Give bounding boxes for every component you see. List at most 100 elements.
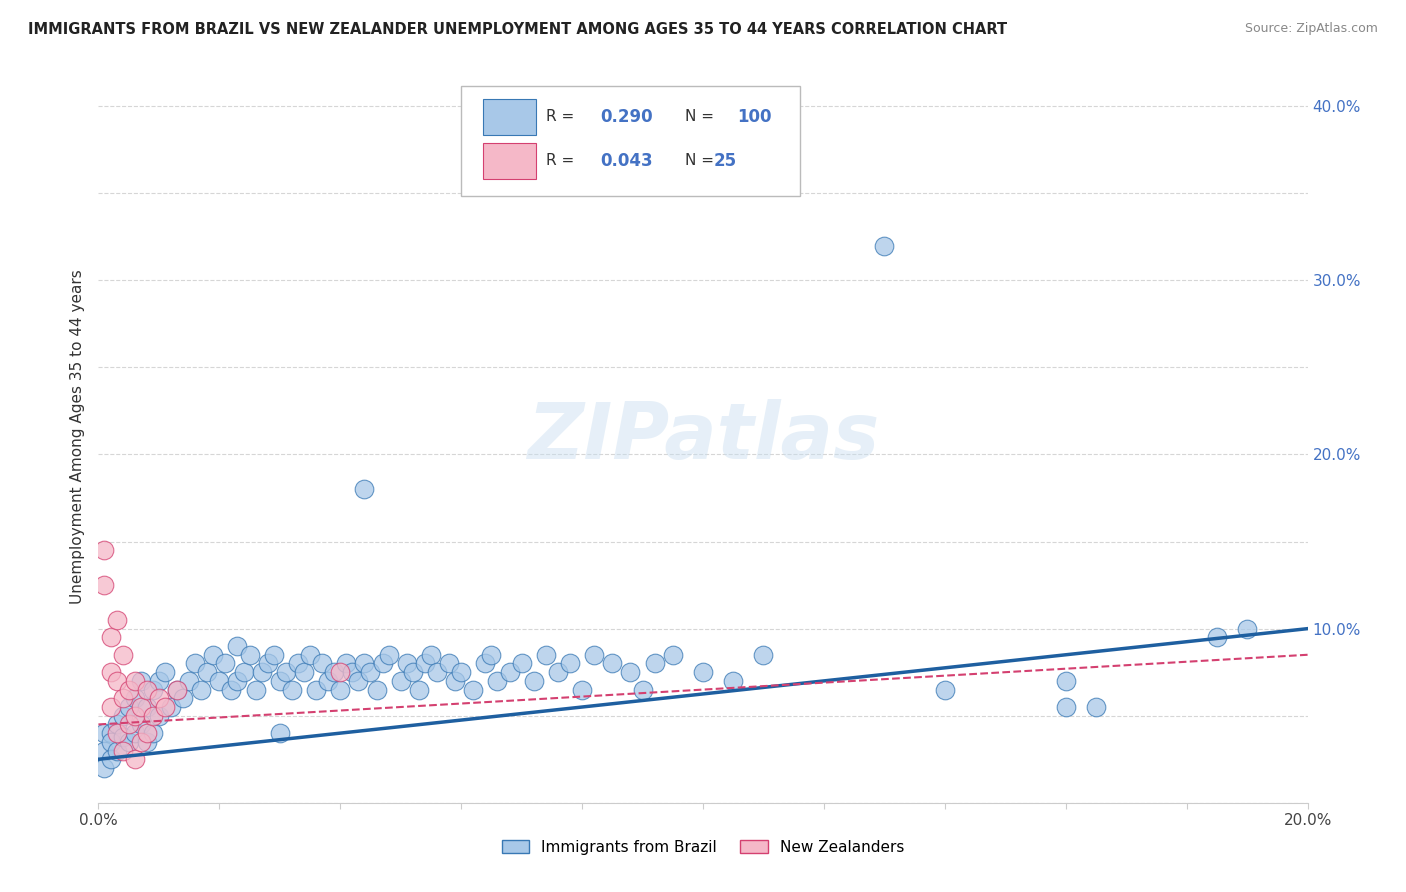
Point xyxy=(292,665,315,680)
Point xyxy=(934,682,956,697)
Point xyxy=(142,726,165,740)
Point xyxy=(1054,700,1077,714)
Point xyxy=(148,708,170,723)
Text: R =: R = xyxy=(546,153,579,168)
Y-axis label: Unemployment Among Ages 35 to 44 years: Unemployment Among Ages 35 to 44 years xyxy=(69,269,84,605)
Point xyxy=(602,657,624,671)
Text: IMMIGRANTS FROM BRAZIL VS NEW ZEALANDER UNEMPLOYMENT AMONG AGES 35 TO 44 YEARS C: IMMIGRANTS FROM BRAZIL VS NEW ZEALANDER … xyxy=(28,22,1007,37)
Point xyxy=(1054,673,1077,688)
Point xyxy=(316,673,339,688)
Point xyxy=(232,665,254,680)
Point xyxy=(498,665,520,680)
Point xyxy=(148,691,170,706)
Legend: Immigrants from Brazil, New Zealanders: Immigrants from Brazil, New Zealanders xyxy=(496,834,910,861)
Point xyxy=(124,691,146,706)
Point xyxy=(583,648,606,662)
Point xyxy=(287,657,309,671)
Point xyxy=(377,648,399,662)
Point xyxy=(644,657,666,671)
Text: 100: 100 xyxy=(737,108,772,126)
Point xyxy=(1085,700,1108,714)
Point xyxy=(281,682,304,697)
Point xyxy=(481,648,503,662)
Point xyxy=(631,682,654,697)
Point xyxy=(486,673,509,688)
Point xyxy=(100,726,122,740)
FancyBboxPatch shape xyxy=(482,143,536,179)
FancyBboxPatch shape xyxy=(482,99,536,135)
Point xyxy=(105,717,128,731)
Point xyxy=(148,673,170,688)
Point xyxy=(329,665,352,680)
Point xyxy=(444,673,467,688)
Point xyxy=(752,648,775,662)
Point xyxy=(129,673,152,688)
Point xyxy=(105,726,128,740)
Point xyxy=(135,735,157,749)
Point xyxy=(142,682,165,697)
Point xyxy=(202,648,225,662)
Point xyxy=(437,657,460,671)
Point xyxy=(256,657,278,671)
Point xyxy=(124,752,146,766)
Point xyxy=(100,665,122,680)
Point xyxy=(118,717,141,731)
Point xyxy=(135,726,157,740)
Point xyxy=(118,682,141,697)
Point xyxy=(299,648,322,662)
Point xyxy=(184,657,207,671)
Point xyxy=(311,657,333,671)
Point xyxy=(142,708,165,723)
Point xyxy=(510,657,533,671)
Text: 0.290: 0.290 xyxy=(600,108,652,126)
Point xyxy=(547,665,569,680)
Point xyxy=(100,752,122,766)
Point xyxy=(221,682,243,697)
Point xyxy=(129,735,152,749)
Text: N =: N = xyxy=(685,153,718,168)
Point xyxy=(93,543,115,558)
Point xyxy=(558,657,581,671)
Point xyxy=(274,665,297,680)
Point xyxy=(100,700,122,714)
Point xyxy=(105,673,128,688)
Point xyxy=(195,665,218,680)
FancyBboxPatch shape xyxy=(461,86,800,195)
Text: 0.043: 0.043 xyxy=(600,152,652,169)
Point xyxy=(353,483,375,497)
Point xyxy=(153,700,176,714)
Point xyxy=(93,726,115,740)
Point xyxy=(111,648,134,662)
Point xyxy=(118,735,141,749)
Point xyxy=(371,657,394,671)
Point xyxy=(93,743,115,757)
Point xyxy=(250,665,273,680)
Point xyxy=(263,648,285,662)
Point xyxy=(474,657,496,671)
Point xyxy=(389,673,412,688)
Point xyxy=(523,673,546,688)
Point xyxy=(93,761,115,775)
Point xyxy=(269,726,291,740)
Point xyxy=(366,682,388,697)
Point xyxy=(129,717,152,731)
Point xyxy=(305,682,328,697)
Point xyxy=(269,673,291,688)
Point xyxy=(129,700,152,714)
Point xyxy=(571,682,593,697)
Text: N =: N = xyxy=(685,109,718,124)
Point xyxy=(342,665,364,680)
Point xyxy=(100,631,122,645)
Point xyxy=(124,673,146,688)
Point xyxy=(873,238,896,252)
Point xyxy=(118,700,141,714)
Point xyxy=(160,700,183,714)
Text: Source: ZipAtlas.com: Source: ZipAtlas.com xyxy=(1244,22,1378,36)
Point xyxy=(329,682,352,697)
Point xyxy=(353,657,375,671)
Point xyxy=(413,657,436,671)
Point xyxy=(93,578,115,592)
Point xyxy=(111,708,134,723)
Point xyxy=(124,726,146,740)
Point xyxy=(450,665,472,680)
